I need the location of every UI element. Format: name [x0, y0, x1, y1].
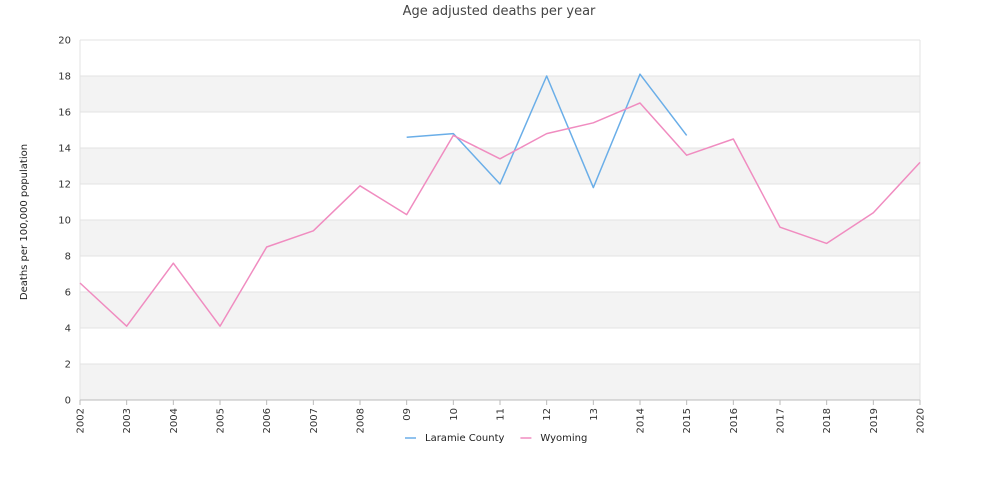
- y-tick-label: 6: [65, 288, 71, 299]
- series-lines: [79, 73, 921, 327]
- y-tick-label: 8: [65, 252, 71, 263]
- y-tick-label: 14: [58, 144, 71, 155]
- x-tick-label: 12: [542, 408, 553, 421]
- grid-band: [80, 364, 920, 400]
- x-tick-label: 2002: [76, 408, 87, 433]
- x-tick-label: 2017: [776, 408, 787, 433]
- grid-band: [80, 220, 920, 256]
- legend-label-laramie-county[interactable]: Laramie County: [425, 433, 504, 444]
- y-tick-label: 18: [58, 72, 71, 83]
- grid-bands: [80, 40, 920, 400]
- y-tick-label: 12: [58, 180, 71, 191]
- x-tick-label: 2016: [729, 408, 740, 433]
- y-axis-ticks: 0 2 4 6 8 10 12 14 16 18 20: [58, 36, 71, 407]
- legend[interactable]: Laramie County Wyoming: [405, 433, 587, 444]
- grid-band: [80, 40, 920, 76]
- series-line-laramie-county: [406, 73, 688, 189]
- grid-band: [80, 292, 920, 328]
- x-axis-ticks: 2002 2003 2004 2005 2006 2007 2008 09 10 11 12 13 20…: [76, 400, 927, 433]
- x-tick-label: 2019: [869, 408, 880, 433]
- x-tick-label: 10: [449, 408, 460, 421]
- x-tick-label: 2015: [682, 408, 693, 433]
- y-tick-label: 4: [65, 324, 71, 335]
- x-tick-label: 2007: [309, 408, 320, 433]
- legend-label-wyoming[interactable]: Wyoming: [540, 433, 587, 444]
- grid-band: [80, 328, 920, 364]
- grid-band: [80, 76, 920, 112]
- x-tick-label: 2006: [262, 408, 273, 433]
- y-tick-label: 2: [65, 360, 71, 371]
- x-tick-label: 2014: [636, 408, 647, 433]
- y-tick-label: 10: [58, 216, 71, 227]
- x-tick-label: 2003: [122, 408, 133, 433]
- x-tick-label: 2004: [169, 408, 180, 433]
- x-tick-label: 2020: [916, 408, 927, 433]
- x-tick-label: 13: [589, 408, 600, 421]
- x-tick-label: 2008: [356, 408, 367, 433]
- y-axis-label: Deaths per 100,000 population: [19, 144, 30, 300]
- chart-title: Age adjusted deaths per year: [403, 4, 596, 19]
- x-tick-label: 09: [402, 408, 413, 421]
- y-tick-label: 20: [58, 36, 71, 47]
- x-tick-label: 2005: [216, 408, 227, 433]
- series-line-wyoming: [79, 102, 921, 327]
- grid-band: [80, 184, 920, 220]
- y-tick-label: 16: [58, 108, 71, 119]
- x-tick-label: 2018: [822, 408, 833, 433]
- y-tick-label: 0: [65, 396, 71, 407]
- grid-band: [80, 112, 920, 148]
- grid-band: [80, 148, 920, 184]
- x-tick-label: 11: [496, 408, 507, 421]
- grid-band: [80, 256, 920, 292]
